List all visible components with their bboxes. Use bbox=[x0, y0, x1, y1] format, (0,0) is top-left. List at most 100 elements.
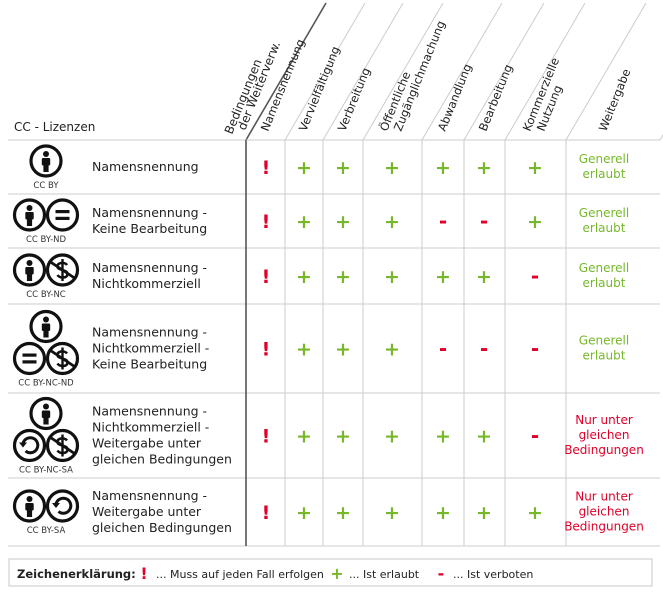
license-name: Weitergabe unter bbox=[92, 436, 202, 451]
license-row: CC BY-NC Namensnennung -Nichtkommerziell!… bbox=[12, 253, 629, 300]
legs-shape bbox=[43, 164, 49, 172]
license-name: Namensnennung - bbox=[92, 205, 207, 220]
allowed-mark: + bbox=[296, 339, 312, 361]
head-shape bbox=[26, 205, 33, 211]
arrow-head bbox=[19, 442, 27, 448]
must-mark: ! bbox=[262, 211, 271, 233]
weitergabe-text: gleichen bbox=[579, 428, 630, 442]
license-name: Namensnennung bbox=[92, 159, 199, 174]
weitergabe-text: gleichen bbox=[579, 505, 630, 519]
attribution-icon bbox=[12, 198, 47, 232]
column-header: Verbreitung bbox=[335, 66, 373, 134]
head-shape bbox=[26, 496, 33, 502]
weitergabe-text: Nur unter bbox=[575, 490, 633, 504]
weitergabe-text: erlaubt bbox=[583, 349, 626, 363]
must-mark: ! bbox=[140, 564, 147, 583]
strike-line bbox=[49, 436, 76, 455]
allowed-mark: + bbox=[476, 266, 492, 288]
allowed-mark: + bbox=[435, 266, 451, 288]
no-derivatives-icon bbox=[12, 341, 47, 376]
license-name: Namensnennung - bbox=[92, 488, 207, 503]
weitergabe-text: erlaubt bbox=[583, 276, 626, 290]
allowed-mark: + bbox=[330, 564, 343, 583]
allowed-mark: + bbox=[384, 502, 400, 524]
allowed-mark: + bbox=[384, 339, 400, 361]
torso-shape bbox=[25, 503, 34, 511]
column-header: Abwandlung bbox=[435, 62, 475, 133]
allowed-mark: + bbox=[335, 266, 351, 288]
forbidden-mark: - bbox=[531, 264, 539, 288]
allowed-mark: + bbox=[384, 266, 400, 288]
weitergabe-text: Bedingungen bbox=[564, 520, 644, 534]
legend-text: ... Muss auf jeden Fall erfolgen bbox=[156, 568, 324, 581]
must-mark: ! bbox=[262, 266, 271, 288]
head-shape bbox=[26, 260, 33, 266]
allowed-mark: + bbox=[384, 211, 400, 233]
license-name: Namensnennung - bbox=[92, 325, 207, 340]
legs-shape bbox=[26, 273, 33, 281]
license-name: gleichen Bedingungen bbox=[92, 520, 232, 535]
allowed-mark: + bbox=[296, 426, 312, 448]
license-code: CC BY-SA bbox=[27, 526, 66, 536]
allowed-mark: + bbox=[296, 211, 312, 233]
legend-text: ... Ist erlaubt bbox=[349, 568, 420, 581]
attribution-icon bbox=[12, 489, 47, 523]
forbidden-mark: - bbox=[480, 209, 488, 233]
license-code: CC BY-ND bbox=[26, 235, 67, 245]
head-shape bbox=[43, 403, 49, 410]
allowed-mark: + bbox=[335, 211, 351, 233]
allowed-mark: + bbox=[296, 266, 312, 288]
attribution-icon bbox=[29, 144, 63, 178]
legend-text: ... Ist verboten bbox=[453, 568, 533, 581]
forbidden-mark: - bbox=[439, 209, 447, 233]
equals-bar bbox=[22, 360, 37, 364]
torso-shape bbox=[25, 212, 34, 220]
attribution-icon bbox=[29, 309, 63, 344]
arrow-head bbox=[52, 503, 60, 508]
allowed-mark: + bbox=[527, 157, 543, 179]
header-column-line bbox=[421, 2, 503, 141]
column-header: Bearbeitung bbox=[476, 62, 515, 133]
must-mark: ! bbox=[262, 502, 271, 524]
column-header: Vervielfältigung bbox=[296, 44, 343, 133]
circle-ring bbox=[45, 198, 80, 232]
allowed-mark: + bbox=[476, 426, 492, 448]
legend-border bbox=[8, 558, 653, 587]
non-commercial-icon bbox=[45, 253, 80, 287]
weitergabe-text: Nur unter bbox=[575, 413, 633, 427]
forbidden-mark: - bbox=[480, 337, 488, 361]
torso-shape bbox=[41, 410, 51, 418]
share-alike-icon bbox=[45, 489, 80, 523]
allowed-mark: + bbox=[296, 502, 312, 524]
table-title: CC - Lizenzen bbox=[14, 120, 95, 134]
strike-line bbox=[49, 349, 76, 368]
allowed-mark: + bbox=[335, 157, 351, 179]
allowed-mark: + bbox=[335, 339, 351, 361]
license-name: gleichen Bedingungen bbox=[92, 452, 232, 467]
license-row: CC BY-NC-SA Namensnennung -Nichtkommerzie… bbox=[12, 396, 644, 476]
allowed-mark: + bbox=[384, 157, 400, 179]
header-column-line bbox=[362, 2, 444, 141]
license-code: CC BY-NC-ND bbox=[18, 379, 74, 389]
weitergabe-text: Bedingungen bbox=[564, 443, 644, 457]
attribution-icon bbox=[29, 396, 63, 431]
weitergabe-text: Generell bbox=[579, 261, 629, 275]
license-code: CC BY-NC-SA bbox=[19, 466, 73, 476]
forbidden-mark: - bbox=[439, 337, 447, 361]
forbidden-mark: - bbox=[531, 337, 539, 361]
legs-shape bbox=[43, 417, 49, 425]
head-shape bbox=[43, 316, 49, 323]
attribution-icon bbox=[12, 253, 47, 287]
allowed-mark: + bbox=[527, 211, 543, 233]
weitergabe-text: erlaubt bbox=[583, 167, 626, 181]
license-name: Nichtkommerziell - bbox=[92, 341, 209, 356]
strike-line bbox=[49, 260, 76, 280]
license-row: CC BY-NC-ND Namensnennung -Nichtkommerzie… bbox=[12, 309, 629, 389]
allowed-mark: + bbox=[476, 157, 492, 179]
no-derivatives-icon bbox=[45, 198, 80, 232]
header-column-line bbox=[504, 2, 586, 141]
